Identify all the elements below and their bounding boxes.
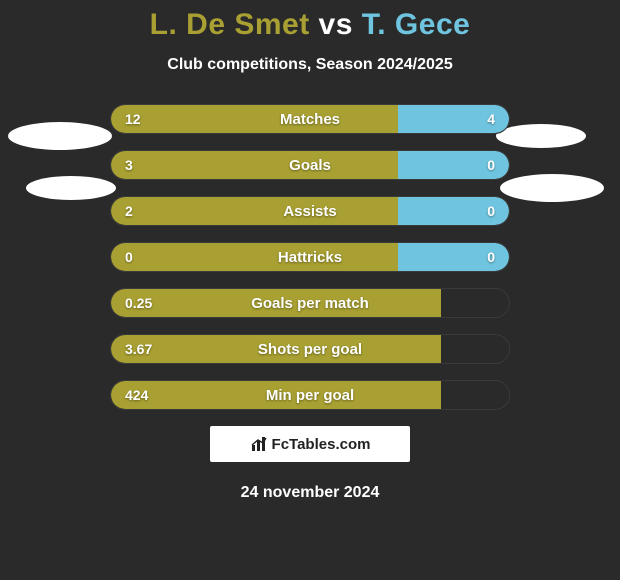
subtitle: Club competitions, Season 2024/2025 [0,56,620,74]
stat-row: 20Assists [110,196,510,226]
stat-row: 3.67Shots per goal [110,334,510,364]
title-player2: T. Gece [362,8,471,41]
stat-row: 00Hattricks [110,242,510,272]
stat-row: 0.25Goals per match [110,288,510,318]
date: 24 november 2024 [0,484,620,502]
avatar-placeholder [500,174,604,202]
title: L. De Smet vs T. Gece [0,8,620,42]
stat-label: Shots per goal [111,335,509,363]
stat-label: Goals [111,151,509,179]
stat-label: Matches [111,105,509,133]
stat-label: Min per goal [111,381,509,409]
attribution-badge: FcTables.com [210,426,410,462]
title-vs: vs [319,8,353,41]
stat-row: 124Matches [110,104,510,134]
stat-label: Goals per match [111,289,509,317]
stat-row: 424Min per goal [110,380,510,410]
avatar-placeholder [26,176,116,200]
comparison-card: L. De Smet vs T. Gece Club competitions,… [0,0,620,580]
stat-label: Hattricks [111,243,509,271]
chart-icon [250,435,268,453]
avatar-placeholder [8,122,112,150]
stat-row: 30Goals [110,150,510,180]
title-player1: L. De Smet [150,8,310,41]
stat-bars: 124Matches 30Goals 20Assists 00Hattricks 0.2… [110,104,510,410]
attribution-text: FcTables.com [272,436,371,453]
stat-label: Assists [111,197,509,225]
